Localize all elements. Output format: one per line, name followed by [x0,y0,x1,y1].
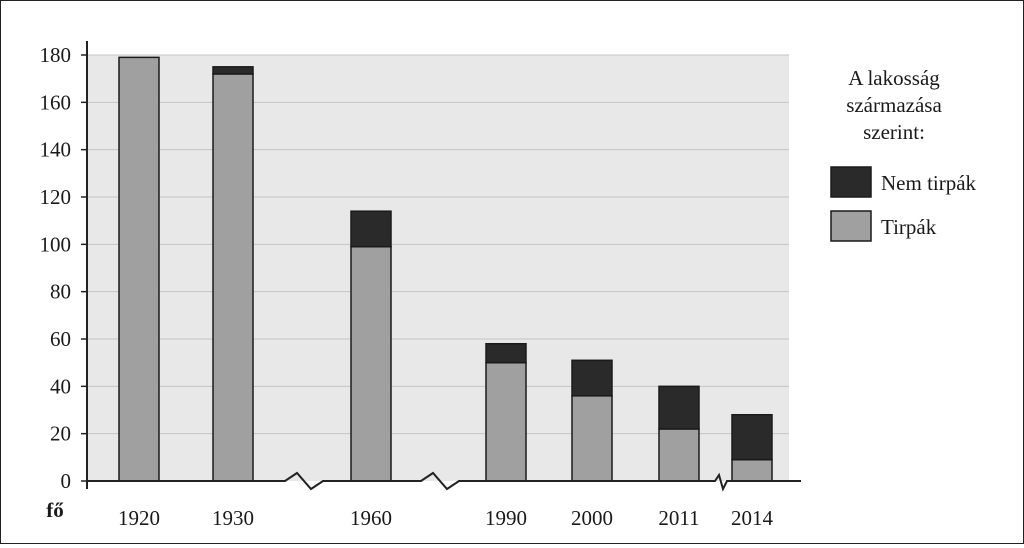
bar-segment-nem-tirpak [658,385,700,430]
y-tick-label: 40 [50,374,71,398]
x-tick-label: 1930 [212,506,254,530]
axes [86,41,801,492]
legend-swatch [830,166,872,198]
y-ticks: 0 20 40 60 80 100 120 140 160 180 [40,43,87,493]
bar-segment-tirpak [118,56,160,482]
x-tick-label: 2000 [571,506,613,530]
bar-segment-nem-tirpak [731,413,773,461]
bar-segment-tirpak [350,245,392,482]
y-tick-label: 160 [40,90,72,114]
x-axis-line [87,471,801,492]
bar-segment-nem-tirpak [485,342,527,364]
bar-segment-nem-tirpak [350,210,392,248]
y-tick-label: 0 [61,469,72,493]
x-tick-label: 2011 [658,506,699,530]
y-tick-label: 120 [40,185,72,209]
y-tick-label: 20 [50,422,71,446]
legend-title-line: szerint: [863,120,925,144]
bars [118,56,773,482]
x-tick-label: 2014 [731,506,774,530]
bar-segment-nem-tirpak [212,66,254,75]
y-tick-label: 180 [40,43,72,67]
x-tick-label: 1960 [350,506,392,530]
bar-segment-tirpak [485,361,527,482]
x-tick-labels: 1920 1930 1960 1990 2000 2011 2014 [118,506,774,530]
bar-segment-tirpak [571,395,613,482]
bar-segment-tirpak [212,73,254,482]
x-tick-label: 1990 [485,506,527,530]
legend-swatch [830,210,872,242]
legend-label: Tirpák [881,215,937,239]
y-tick-label: 140 [40,138,72,162]
gridlines [87,54,789,435]
legend: A lakosság származása szerint: Nem tirpák Ti… [830,66,977,242]
bar-segment-tirpak [731,458,773,482]
x-tick-label: 1920 [118,506,160,530]
y-tick-label: 80 [50,280,71,304]
y-tick-label: 100 [40,232,72,256]
y-tick-label: 60 [50,327,71,351]
bar-segment-tirpak [658,428,700,482]
legend-label: Nem tirpák [881,171,977,195]
bar-segment-nem-tirpak [571,359,613,397]
y-unit-label: fő [46,498,64,522]
legend-title-line: származása [846,93,942,117]
legend-title-line: A lakosság [848,66,940,90]
